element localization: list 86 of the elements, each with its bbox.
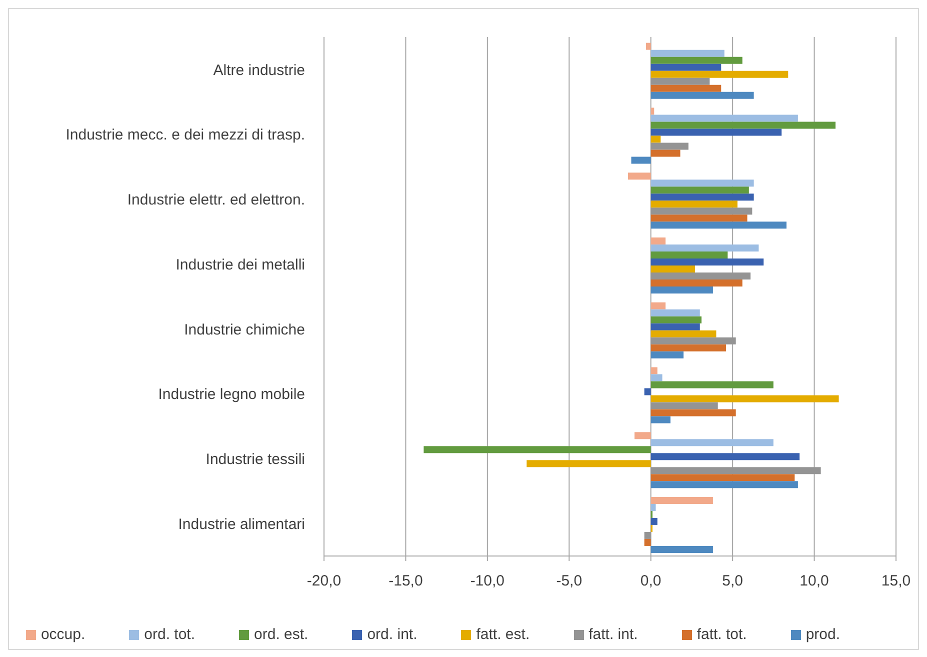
y-tick-label: Industrie chimiche [184,321,305,338]
legend-label: fatt. int. [588,626,638,643]
bar [650,337,736,344]
bar [650,84,722,92]
bar [650,323,700,330]
bar [650,481,798,488]
bar [650,467,821,474]
bar [650,546,713,553]
legend-label: ord. int. [367,626,418,643]
bar [650,374,662,382]
y-tick-label: Industrie elettr. ed elettron. [127,192,305,209]
bar [650,518,658,525]
bar [650,200,738,208]
legend-label: fatt. tot. [696,626,747,643]
x-tick-label: -20,0 [306,572,342,590]
bar [650,208,752,215]
x-tick-label: -5,0 [556,572,582,590]
bar [650,504,656,511]
bar [650,70,788,78]
bar [644,538,651,546]
bar [644,388,651,396]
bar [650,214,748,222]
bar [646,42,651,50]
bar [650,136,661,143]
y-tick-label: Industrie alimentari [178,516,305,533]
bar [650,302,666,310]
x-tick-label: 10,0 [800,572,829,590]
bar [634,432,651,440]
bar [650,258,764,266]
bar [650,222,787,229]
bar [644,532,651,539]
bar [650,128,782,136]
x-tick-label: -10,0 [470,572,505,590]
bar [628,172,651,180]
bar [650,309,700,316]
x-tick-label: 5,0 [722,572,743,590]
y-tick-label: Industrie legno mobile [158,386,305,404]
bar [631,156,651,164]
bar [650,186,749,194]
bar [650,416,670,424]
bar [650,439,774,446]
x-tick-label: 15,0 [881,572,911,590]
bar [650,56,742,64]
bar [650,367,658,374]
bar [650,265,695,272]
bar [424,446,651,454]
bar [650,395,839,402]
bar [650,108,654,115]
bar [650,496,713,504]
y-tick-label: Industrie tessili [206,451,305,468]
x-tick-label: -15,0 [388,572,423,590]
bar [650,142,688,150]
y-tick-label: Industrie dei metalli [176,256,305,274]
bar [650,453,800,460]
legend-label: prod. [806,626,840,643]
bar [650,50,724,57]
bar [650,272,751,280]
legend-label: fatt. est. [476,626,530,643]
bar [650,351,684,358]
legend-label: ord. est. [254,626,308,643]
bar [650,251,728,258]
bar [650,409,736,416]
y-tick-label: Industrie mecc. e dei mezzi di trasp. [66,126,305,144]
bar [650,150,680,157]
bar [650,64,722,71]
bar [650,194,754,201]
bar [650,122,836,129]
bar [650,316,702,324]
bar [650,92,754,99]
x-tick-label: 0,0 [640,572,662,590]
bar [650,402,718,410]
bar [650,330,716,338]
bar [650,381,774,388]
bar [650,344,726,352]
bar [650,180,754,187]
bar [650,114,798,122]
bar [650,474,795,482]
y-tick-label: Altre industrie [213,62,305,79]
bar [650,244,759,252]
legend-label: ord. tot. [144,626,196,643]
bar [650,237,666,244]
bar [650,279,742,286]
legend-label: occup. [40,626,86,643]
bar [650,286,713,294]
bar [650,78,710,85]
bar [526,460,651,468]
